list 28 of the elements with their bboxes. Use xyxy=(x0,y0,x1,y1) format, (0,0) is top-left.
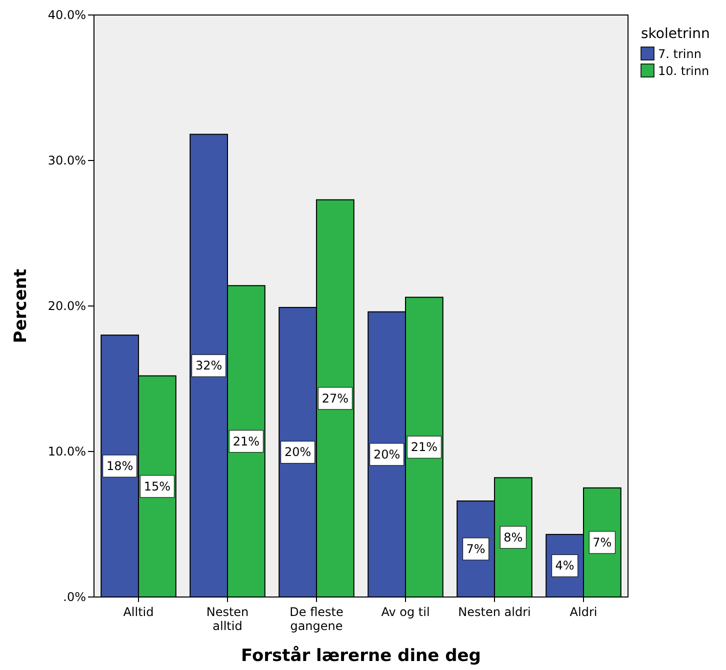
data-label: 32% xyxy=(195,358,222,373)
data-label: 4% xyxy=(555,558,574,573)
legend-title: skoletrinn xyxy=(641,26,710,42)
data-label: 21% xyxy=(232,434,260,448)
data-label: 7% xyxy=(466,542,486,556)
x-tick-label: Alltid xyxy=(123,605,154,619)
x-axis-title: Forstår lærerne dine deg xyxy=(241,645,481,666)
x-tick-label: Nesten alltid xyxy=(206,605,249,633)
y-tick-label: .0% xyxy=(63,590,86,604)
y-tick-label: 20.0% xyxy=(48,299,86,313)
data-label: 20% xyxy=(284,445,312,460)
data-label: 8% xyxy=(504,530,523,544)
data-label: 20% xyxy=(373,447,400,462)
y-tick-label: 10.0% xyxy=(48,444,86,458)
x-tick-label: Aldri xyxy=(570,605,598,619)
data-label: 18% xyxy=(106,459,134,474)
y-axis-title: Percent xyxy=(11,268,31,344)
x-tick-label: Nesten aldri xyxy=(458,605,531,619)
data-label: 21% xyxy=(410,440,438,454)
data-label: 15% xyxy=(144,479,171,494)
y-tick-label: 30.0% xyxy=(48,154,86,168)
x-tick-label: Av og til xyxy=(381,605,430,619)
legend-label: 7. trinn xyxy=(658,47,702,61)
y-tick-label: 40.0% xyxy=(48,8,86,22)
data-label: 7% xyxy=(592,535,612,550)
legend-label: 10. trinn xyxy=(658,64,710,78)
x-tick-label: De fleste gangene xyxy=(290,605,344,633)
data-label: 27% xyxy=(322,391,349,406)
